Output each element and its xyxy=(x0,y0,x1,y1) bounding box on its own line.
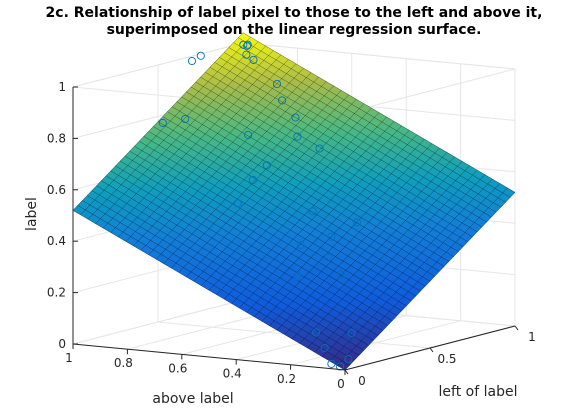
surface-mesh-line xyxy=(95,45,266,224)
scatter-point xyxy=(242,50,251,59)
scatter-point xyxy=(243,41,252,50)
x-axis-label: left of label xyxy=(439,384,518,400)
x-tick-label: 0.5 xyxy=(437,352,456,366)
scatter-point xyxy=(315,144,324,153)
chart-title: 2c. Relationship of label pixel to those… xyxy=(46,5,543,21)
scatter-point xyxy=(187,56,197,66)
z-tick-label: 0.6 xyxy=(47,183,66,197)
surface-mesh-line xyxy=(87,41,259,220)
scatter-point xyxy=(312,328,321,337)
surface-mesh-line xyxy=(80,36,251,215)
scatter-point xyxy=(327,359,336,368)
scatter-point xyxy=(158,118,167,127)
chart-subtitle: superimposed on the linear regression su… xyxy=(107,22,482,38)
scatter-point xyxy=(243,40,252,49)
surface-mesh-line xyxy=(103,50,274,229)
scatter-point xyxy=(335,362,344,371)
scatter-point xyxy=(293,132,302,141)
scatter-point xyxy=(196,51,205,60)
y-tick-label: 0.8 xyxy=(114,356,133,370)
scatter-point xyxy=(248,175,257,184)
x-tick-label: 0 xyxy=(358,374,366,388)
scatter-point xyxy=(291,113,300,122)
x-tick-mark xyxy=(429,347,434,353)
z-axis-label: label xyxy=(24,197,40,231)
x-tick-mark xyxy=(514,325,519,331)
scatter-point xyxy=(278,96,287,105)
surface-mesh-line xyxy=(223,52,497,213)
z-tick-label: 0.4 xyxy=(47,234,66,248)
scatter-point xyxy=(262,161,271,170)
scatter-point xyxy=(296,240,305,249)
grid-line xyxy=(290,320,461,366)
surface-mesh-line xyxy=(110,54,281,233)
regression-surface xyxy=(72,32,516,371)
scatter-point xyxy=(272,79,282,89)
x-tick-mark xyxy=(344,369,349,375)
scatter-point xyxy=(337,270,346,279)
x-tick-label: 1 xyxy=(528,330,536,344)
z-tick-label: 0.8 xyxy=(47,131,66,145)
scatter-point xyxy=(249,55,258,64)
surface-mesh-line xyxy=(238,37,511,198)
y-tick-label: 0 xyxy=(337,377,345,391)
scatter-point xyxy=(233,199,242,208)
surface-mesh-line xyxy=(233,42,506,203)
grid-line xyxy=(72,299,244,345)
scatter-points xyxy=(158,40,361,371)
scatter-point xyxy=(181,114,190,124)
scatter-point xyxy=(308,207,317,216)
surface-mesh-line xyxy=(228,47,501,208)
axis-labels: label above label left of label xyxy=(24,197,517,407)
scatter-point xyxy=(344,355,353,364)
z-tick-label: 0.2 xyxy=(47,286,66,300)
box-edge xyxy=(72,42,244,88)
y-tick-label: 0.4 xyxy=(223,367,242,381)
y-tick-label: 1 xyxy=(65,351,73,365)
z-tick-label: 0 xyxy=(58,337,66,351)
axes-layer xyxy=(72,86,519,375)
box-edge xyxy=(242,42,516,70)
scatter-point xyxy=(244,130,253,139)
surface-mesh-line xyxy=(219,57,492,218)
scatter-point xyxy=(239,40,248,49)
scatter-point xyxy=(352,218,361,227)
scatter-point xyxy=(320,343,329,353)
y-tick-label: 0.6 xyxy=(168,361,187,375)
title-block: 2c. Relationship of label pixel to those… xyxy=(46,5,543,38)
surface-mesh-line xyxy=(118,59,289,238)
box-edge xyxy=(344,68,516,114)
y-axis-line xyxy=(72,343,346,371)
scatter-point xyxy=(293,272,302,281)
y-axis-label: above label xyxy=(152,391,233,407)
surface-mesh-line xyxy=(242,32,516,193)
scatter-point xyxy=(327,232,336,241)
z-tick-label: 1 xyxy=(58,80,66,94)
surface-mesh-line xyxy=(72,32,244,211)
scatter-point xyxy=(324,253,333,262)
y-tick-label: 0.2 xyxy=(277,372,296,386)
scatter-point xyxy=(347,328,356,337)
